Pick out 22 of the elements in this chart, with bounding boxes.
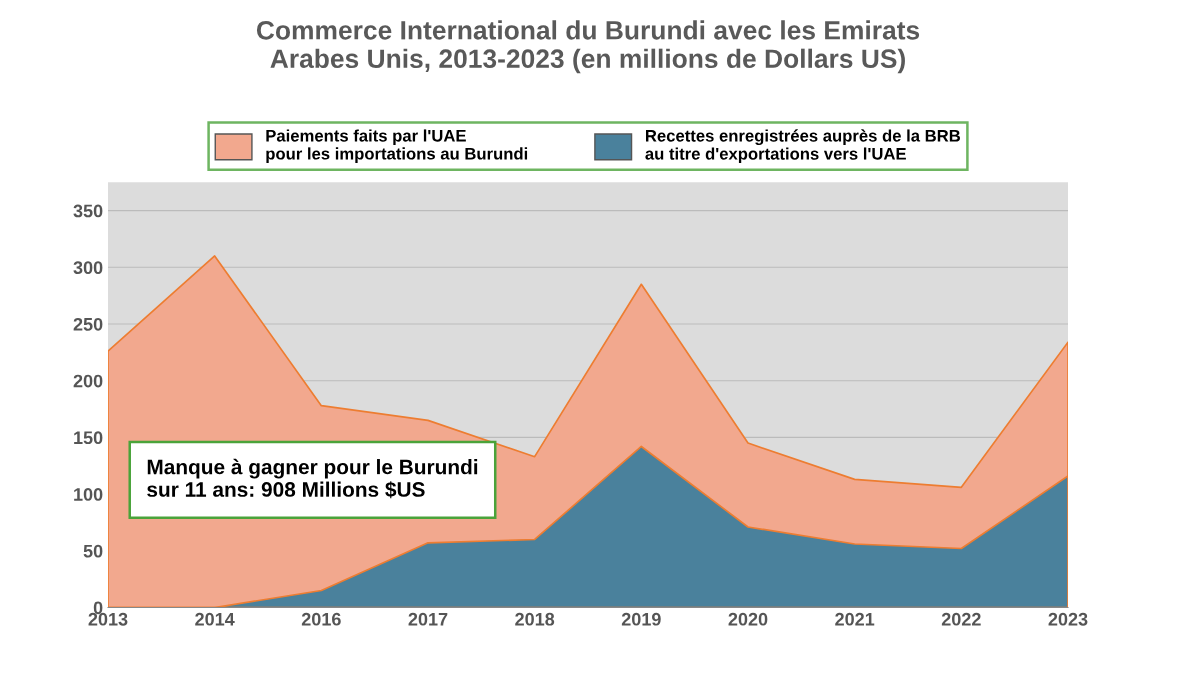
y-tick-label: 100 (74, 488, 103, 501)
y-tick-label: 300 (73, 261, 103, 275)
legend-label: Paiements faits par l'UAE pour les importations au Burundi (266, 129, 528, 163)
x-tick-label: 2020 (728, 612, 768, 626)
x-tick-label: 2014 (195, 612, 235, 626)
x-tick-label: 2013 (88, 612, 128, 626)
x-tick-label: 2023 (1048, 612, 1088, 626)
y-tick-label: 150 (74, 431, 103, 445)
y-tick-label: 200 (73, 374, 103, 388)
x-tick-label: 2021 (835, 612, 875, 626)
x-tick-label: 2017 (408, 612, 448, 626)
x-tick-label: 2018 (515, 612, 555, 626)
y-tick-label: 250 (73, 317, 103, 331)
y-tick-label: 50 (83, 544, 103, 558)
annotation: Manque à gagner pour le Burundi sur 11 ans: 908 Millions $US (147, 458, 478, 499)
x-tick-label: 2022 (941, 612, 981, 626)
legend-label: Recettes enregistrées auprès de la BRB au titre d'exportations vers l'UAE (645, 129, 960, 163)
chart-title: Commerce International du Burundi avec les Emirats Arabes Unis, 2013-2023 (en millions de Dollars US) (256, 20, 920, 74)
x-tick-label: 2016 (301, 612, 341, 626)
y-tick-label: 350 (73, 204, 103, 218)
y-tick-label: 0 (93, 601, 103, 615)
x-tick-label: 2019 (621, 612, 661, 626)
